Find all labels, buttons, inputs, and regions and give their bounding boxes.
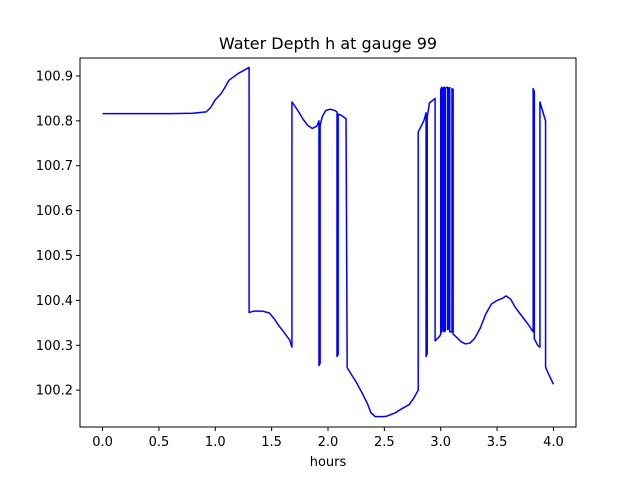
x-axis-ticks: 0.0 0.5 1.0 1.5 2.0 2.5 3.0 3.5 4.0 xyxy=(92,427,564,450)
y-tick-label: 100.6 xyxy=(36,204,73,219)
x-tick-label: 3.5 xyxy=(487,435,508,450)
series-line-water-depth xyxy=(102,66,555,418)
x-tick-label: 3.0 xyxy=(430,435,451,450)
plot-area: 0.0 0.5 1.0 1.5 2.0 2.5 3.0 3.5 4.0 100.2100.310… xyxy=(36,57,577,450)
x-axis-label: hours xyxy=(310,455,347,470)
chart-title: Water Depth h at gauge 99 xyxy=(219,34,437,53)
y-tick-label: 100.8 xyxy=(36,114,73,129)
x-tick-label: 0.5 xyxy=(149,435,170,450)
y-tick-label: 100.2 xyxy=(36,384,73,399)
y-tick-label: 100.3 xyxy=(36,339,73,354)
x-tick-label: 2.5 xyxy=(374,435,395,450)
x-tick-label: 1.5 xyxy=(261,435,282,450)
x-tick-label: 1.0 xyxy=(205,435,226,450)
x-tick-label: 0.0 xyxy=(92,435,113,450)
x-tick-label: 2.0 xyxy=(318,435,339,450)
y-axis-ticks: 100.2 100.3 100.4 100.5 100.6 100.7 100.8 100.9 xyxy=(36,69,80,399)
axes-frame xyxy=(79,57,577,428)
y-tick-label: 100.5 xyxy=(36,249,73,264)
y-tick-label: 100.9 xyxy=(36,69,73,84)
y-tick-label: 100.7 xyxy=(36,159,73,174)
x-tick-label: 4.0 xyxy=(543,435,564,450)
y-tick-label: 100.4 xyxy=(36,294,73,309)
